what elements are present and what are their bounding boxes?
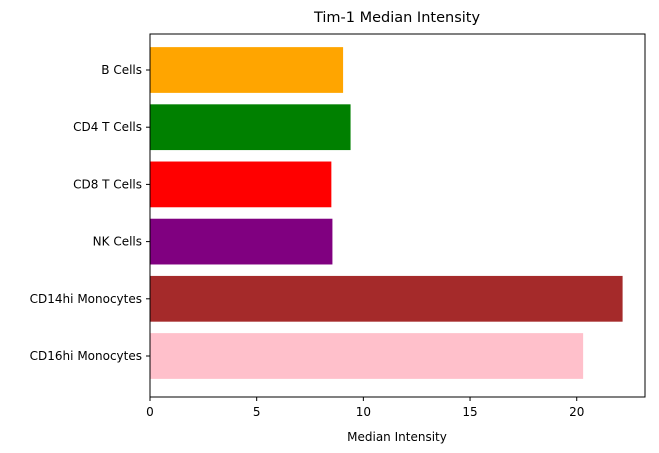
y-tick-label-nk-cells: NK Cells — [93, 235, 142, 249]
y-tick-label-b-cells: B Cells — [101, 63, 142, 77]
y-tick-label-cd16hi-monocytes: CD16hi Monocytes — [30, 349, 142, 363]
chart-title: Tim-1 Median Intensity — [313, 10, 481, 26]
bar-cd8-t-cells — [150, 161, 332, 208]
x-tick-label: 15 — [462, 405, 477, 419]
y-tick-label-cd4-t-cells: CD4 T Cells — [73, 120, 142, 134]
bar-cd16hi-monocytes — [150, 333, 584, 379]
bar-nk-cells — [150, 218, 333, 265]
bar-cd4-t-cells — [150, 104, 351, 151]
bar-cd14hi-monocytes — [150, 275, 623, 322]
plot-frame — [149, 33, 646, 398]
x-tick-label: 10 — [356, 405, 371, 419]
y-tick-label-cd14hi-monocytes: CD14hi Monocytes — [30, 292, 142, 306]
x-tick-label: 20 — [569, 405, 584, 419]
y-axis: B Cells CD4 T Cells CD8 T Cells NK Cells CD1… — [30, 63, 150, 363]
bars-group — [150, 47, 623, 379]
x-tick-label: 0 — [146, 405, 154, 419]
x-tick-label: 5 — [253, 405, 261, 419]
x-axis-label: Median Intensity — [347, 430, 447, 444]
x-axis: 0 5 10 15 20 — [146, 397, 584, 419]
bar-b-cells — [150, 47, 344, 93]
y-tick-label-cd8-t-cells: CD8 T Cells — [73, 177, 142, 191]
